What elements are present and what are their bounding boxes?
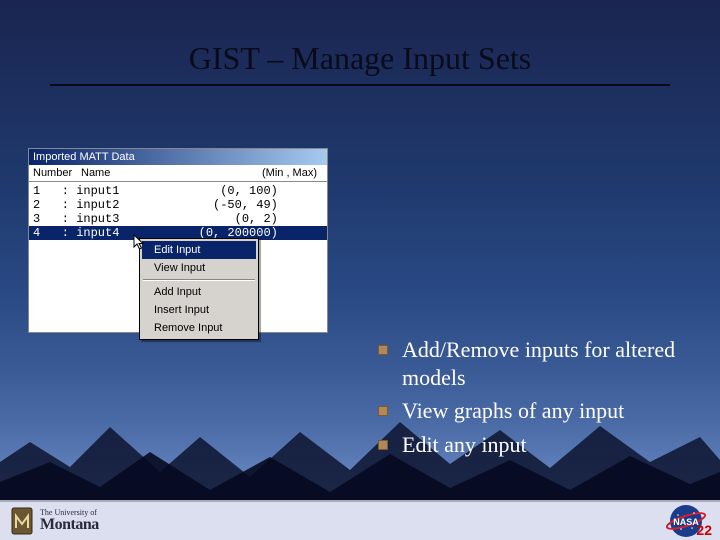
menu-item[interactable]: Add Input bbox=[142, 283, 256, 301]
title-underline bbox=[50, 84, 670, 86]
bullet-square-icon bbox=[378, 440, 388, 450]
column-header: Number Name (Min , Max) bbox=[29, 165, 327, 182]
menu-item[interactable]: Insert Input bbox=[142, 301, 256, 319]
col-range: (Min , Max) bbox=[191, 167, 323, 179]
menu-item[interactable]: View Input bbox=[142, 259, 256, 277]
univ-large-text: Montana bbox=[40, 517, 99, 533]
menu-separator bbox=[143, 279, 255, 281]
bullet-item: View graphs of any input bbox=[378, 397, 698, 425]
montana-logo-block: The University of Montana bbox=[10, 506, 99, 536]
bullet-text: Add/Remove inputs for altered models bbox=[402, 336, 698, 391]
bullet-item: Edit any input bbox=[378, 431, 698, 459]
footer-bar: The University of Montana NASA 22 bbox=[0, 500, 720, 540]
imported-data-window: Imported MATT Data Number Name (Min , Ma… bbox=[28, 148, 328, 333]
context-menu: Edit InputView Input Add InputInsert Inpu… bbox=[139, 238, 259, 340]
col-number: Number bbox=[33, 167, 81, 179]
bullet-item: Add/Remove inputs for altered models bbox=[378, 336, 698, 391]
table-row[interactable]: 2 : input2 (-50, 49) bbox=[29, 198, 327, 212]
page-number: 22 bbox=[696, 522, 712, 538]
montana-text: The University of Montana bbox=[40, 509, 99, 533]
menu-item[interactable]: Edit Input bbox=[142, 241, 256, 259]
table-row[interactable]: 3 : input3 (0, 2) bbox=[29, 212, 327, 226]
slide-title: GIST – Manage Input Sets bbox=[0, 40, 720, 77]
bullet-square-icon bbox=[378, 406, 388, 416]
svg-text:NASA: NASA bbox=[673, 517, 699, 527]
montana-crest-icon bbox=[10, 506, 34, 536]
bullet-text: Edit any input bbox=[402, 431, 527, 459]
bullet-list: Add/Remove inputs for altered models View… bbox=[378, 336, 698, 464]
bullet-square-icon bbox=[378, 345, 388, 355]
list-area[interactable]: 1 : input1 (0, 100)2 : input2 (-50, 49)3… bbox=[29, 182, 327, 332]
bullet-text: View graphs of any input bbox=[402, 397, 624, 425]
menu-item[interactable]: Remove Input bbox=[142, 319, 256, 337]
window-titlebar: Imported MATT Data bbox=[29, 149, 327, 165]
col-name: Name bbox=[81, 167, 191, 179]
table-row[interactable]: 1 : input1 (0, 100) bbox=[29, 184, 327, 198]
